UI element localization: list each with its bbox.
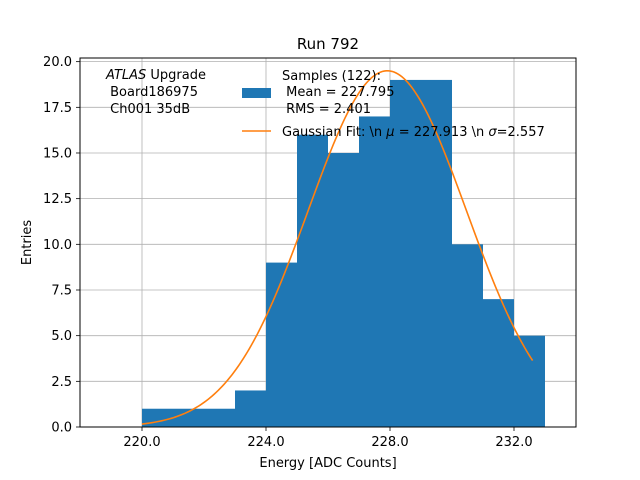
x-axis-label: Energy [ADC Counts] bbox=[259, 456, 396, 471]
histogram-bar bbox=[483, 299, 514, 427]
legend-histogram-label-line-3: RMS = 2.401 bbox=[282, 102, 371, 117]
legend-histogram-label-line-2: Mean = 227.795 bbox=[282, 85, 394, 100]
annotation-line-2: Board186975 bbox=[106, 85, 198, 100]
y-tick-label: 12.5 bbox=[43, 192, 72, 207]
legend-fit-part-3: = 227.913 \n bbox=[395, 125, 489, 140]
y-tick-label: 20.0 bbox=[43, 55, 72, 70]
histogram-bar bbox=[390, 79, 421, 428]
y-tick-label: 10.0 bbox=[43, 238, 72, 253]
fit-line bbox=[141, 69, 534, 425]
histogram-bar bbox=[266, 262, 297, 427]
gaussian-fit-curve bbox=[141, 69, 534, 425]
histogram-bar bbox=[235, 390, 266, 427]
atlas-annotation: ATLAS Upgrade Board186975 Ch001 35dB bbox=[105, 68, 206, 117]
histogram-bar bbox=[204, 408, 235, 427]
x-tick-label: 224.0 bbox=[247, 435, 284, 450]
histogram-bar bbox=[173, 408, 204, 427]
y-tick-label: 2.5 bbox=[51, 375, 72, 390]
plot-frame bbox=[79, 57, 577, 428]
annotation-line-3: Ch001 35dB bbox=[106, 102, 190, 117]
y-axis-ticks: 0.0 2.5 5.0 7.5 10.0 12.5 15.0 17.5 20.0 bbox=[43, 55, 80, 436]
y-axis-label: Entries bbox=[20, 220, 35, 266]
y-tick-label: 15.0 bbox=[43, 146, 72, 161]
histogram-bar bbox=[421, 79, 452, 428]
legend-fit-part-1: Gaussian Fit: \n bbox=[282, 125, 386, 140]
histogram-bar bbox=[328, 152, 359, 427]
legend-histogram-swatch bbox=[242, 88, 271, 98]
x-tick-label: 228.0 bbox=[371, 435, 408, 450]
histogram-bar bbox=[514, 335, 545, 427]
annotation-line-1: ATLAS Upgrade bbox=[105, 68, 206, 83]
histogram-bar bbox=[452, 244, 483, 427]
histogram-bar bbox=[297, 134, 328, 427]
annotation-upgrade-word: Upgrade bbox=[146, 68, 206, 83]
legend-fit-sigma: σ bbox=[488, 125, 497, 140]
x-tick-label: 220.0 bbox=[123, 435, 160, 450]
legend-fit-mu: μ bbox=[385, 125, 394, 140]
legend-fit-label: Gaussian Fit: \n μ = 227.913 \n σ=2.557 bbox=[282, 125, 545, 140]
y-tick-label: 17.5 bbox=[43, 101, 72, 116]
legend-histogram-label-line-1: Samples (122): bbox=[282, 69, 381, 84]
annotation-atlas-word: ATLAS bbox=[105, 68, 146, 83]
chart-title: Run 792 bbox=[297, 35, 359, 53]
legend-fit-part-5: =2.557 bbox=[497, 125, 545, 140]
x-tick-label: 232.0 bbox=[495, 435, 532, 450]
x-axis-ticks: 220.0 224.0 228.0 232.0 bbox=[123, 427, 533, 450]
y-tick-label: 0.0 bbox=[51, 421, 72, 436]
histogram-bars bbox=[142, 79, 545, 428]
legend: Samples (122): Mean = 227.795 RMS = 2.40… bbox=[242, 69, 545, 140]
histogram-bar bbox=[142, 408, 173, 427]
y-tick-label: 7.5 bbox=[51, 283, 72, 298]
histogram-bar bbox=[359, 116, 390, 427]
y-tick-label: 5.0 bbox=[51, 329, 72, 344]
